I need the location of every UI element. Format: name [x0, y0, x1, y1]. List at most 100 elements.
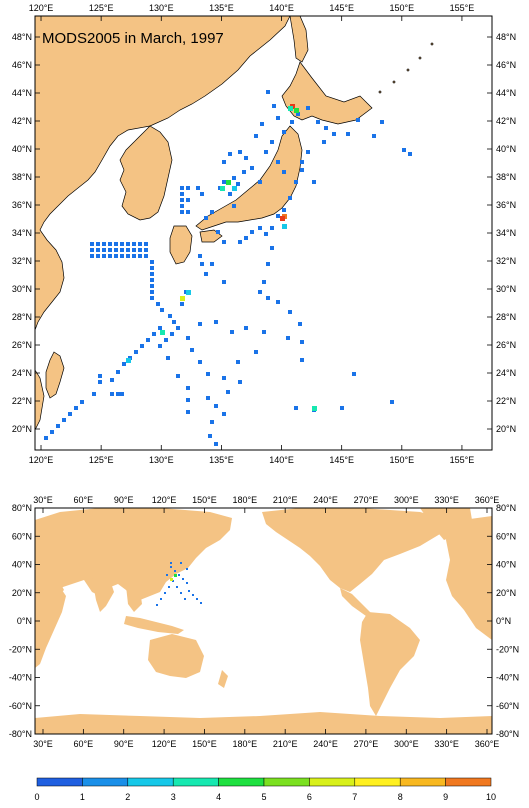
observation-cell	[238, 380, 242, 384]
observation-cell	[186, 186, 190, 190]
world-lat-label-left: 80°N	[12, 503, 32, 513]
observation-cell	[282, 170, 286, 174]
world-observation-cell-high	[170, 578, 173, 581]
observation-cell	[226, 390, 230, 394]
world-observation-cells	[156, 562, 202, 606]
observation-cell	[90, 242, 94, 246]
europe-africa-east	[446, 516, 492, 640]
observation-cell	[286, 336, 290, 340]
lon-tick-label-bottom: 150°E	[389, 455, 414, 465]
lat-tick-label-right: 20°N	[496, 424, 516, 434]
observation-cell	[214, 404, 218, 408]
world-lat-label-right: -80°N	[496, 729, 519, 739]
observation-cell-high	[160, 330, 165, 335]
asia-mainland	[34, 15, 291, 331]
colorbar-segment	[172, 777, 219, 787]
south-america	[360, 612, 420, 716]
observation-cell	[190, 348, 194, 352]
world-lon-label-top: 120°E	[152, 495, 177, 505]
observation-cell	[258, 226, 262, 230]
observation-cell	[214, 320, 218, 324]
observation-cell	[204, 216, 208, 220]
observation-cell	[114, 242, 118, 246]
se-asia	[126, 586, 142, 612]
observation-cell	[186, 198, 190, 202]
lat-tick-label-left: 20°N	[12, 424, 32, 434]
observation-cell	[180, 204, 184, 208]
observation-cell	[80, 400, 84, 404]
colorbar-segment	[263, 777, 310, 787]
lat-tick-label-left: 34°N	[12, 228, 32, 238]
world-observation-cell	[188, 590, 190, 592]
observation-cell	[132, 242, 136, 246]
observation-cell	[276, 160, 280, 164]
world-lon-label-bottom: 210°E	[273, 739, 298, 749]
lon-tick-label-top: 125°E	[89, 3, 114, 13]
lon-tick-label-bottom: 120°E	[29, 455, 54, 465]
lat-tick-label-right: 40°N	[496, 144, 516, 154]
observation-cell	[114, 248, 118, 252]
world-observation-cell	[170, 562, 172, 564]
world-lon-label-top: 30°E	[33, 495, 53, 505]
world-lon-label-bottom: 30°E	[33, 739, 53, 749]
world-lon-label-top: 300°E	[394, 495, 419, 505]
observation-cell	[372, 134, 376, 138]
observation-cell	[204, 272, 208, 276]
observation-cell	[210, 420, 214, 424]
observation-cell	[270, 246, 274, 250]
observation-cell	[138, 254, 142, 258]
observation-cell	[230, 330, 234, 334]
lat-tick-label-right: 38°N	[496, 172, 516, 182]
lat-tick-label-right: 46°N	[496, 60, 516, 70]
lat-tick-label-left: 22°N	[12, 396, 32, 406]
observation-cell	[134, 350, 138, 354]
kuril-island	[392, 80, 396, 84]
world-observation-cell	[184, 598, 186, 600]
observation-cell	[50, 430, 54, 434]
world-lat-label-right: -40°N	[496, 673, 519, 683]
observation-cell	[108, 242, 112, 246]
observation-cell	[138, 242, 142, 246]
observation-cell	[232, 204, 236, 208]
observation-cell	[96, 248, 100, 252]
lon-tick-label-bottom: 125°E	[89, 455, 114, 465]
kuril-island	[430, 42, 434, 46]
observation-cell	[164, 338, 168, 342]
observation-cell	[356, 118, 360, 122]
lon-tick-label-top: 150°E	[389, 3, 414, 13]
observation-cell-high	[294, 108, 299, 113]
observation-cell	[120, 242, 124, 246]
kuril-island	[378, 90, 382, 94]
lon-tick-label-top: 135°E	[209, 3, 234, 13]
world-lon-label-top: 330°E	[434, 495, 459, 505]
observation-cell	[306, 106, 310, 110]
colorbar-label: 2	[125, 792, 130, 802]
observation-cell	[44, 436, 48, 440]
observation-cell	[244, 326, 248, 330]
world-observation-cell	[192, 594, 194, 596]
observation-cell	[236, 360, 240, 364]
map-title: MODS2005 in March, 1997	[42, 30, 224, 47]
world-lat-label-right: 0°N	[496, 616, 511, 626]
observation-cell	[126, 248, 130, 252]
world-observation-cell	[186, 582, 188, 584]
observation-cell	[266, 90, 270, 94]
colorbar-segment	[127, 777, 174, 787]
lon-tick-label-bottom: 135°E	[209, 455, 234, 465]
observation-cell-high	[282, 224, 287, 229]
lat-tick-label-right: 28°N	[496, 312, 516, 322]
observation-cell	[316, 120, 320, 124]
observation-cell	[266, 262, 270, 266]
observation-cell	[254, 350, 258, 354]
observation-cell	[180, 192, 184, 196]
lat-tick-label-right: 34°N	[496, 228, 516, 238]
observation-cell	[258, 180, 262, 184]
observation-cell	[272, 104, 276, 108]
observation-cell	[306, 150, 310, 154]
korea	[119, 125, 173, 221]
observation-cell	[294, 406, 298, 410]
lon-tick-label-top: 140°E	[269, 3, 294, 13]
observation-cell	[186, 336, 190, 340]
observation-cell	[186, 410, 190, 414]
observation-cell	[238, 150, 242, 154]
